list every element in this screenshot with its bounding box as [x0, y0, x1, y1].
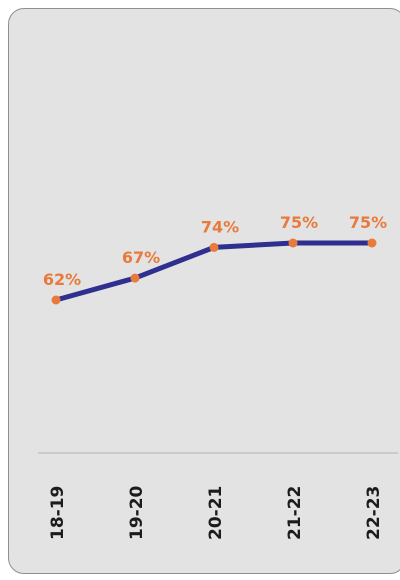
- data-labels-group: 62% 67% 74% 75% 75%: [43, 213, 387, 289]
- data-label-20-21: 74%: [201, 217, 239, 236]
- data-point-18-19: [51, 295, 61, 305]
- data-point-20-21: [209, 242, 219, 252]
- markers-group: [51, 238, 377, 305]
- data-label-21-22: 75%: [280, 213, 318, 232]
- x-tick-label-22-23: 22-23: [364, 486, 384, 540]
- tick-labels-group: 18-19 19-20 20-21 21-22 22-23: [48, 485, 384, 540]
- data-label-22-23: 75%: [349, 213, 387, 232]
- data-point-19-20: [130, 273, 140, 283]
- data-label-18-19: 62%: [43, 270, 81, 289]
- x-tick-label-18-19: 18-19: [48, 486, 68, 540]
- data-point-22-23: [367, 238, 377, 248]
- x-tick-label-20-21: 20-21: [206, 486, 226, 540]
- x-tick-label-19-20: 19-20: [127, 485, 147, 540]
- data-point-21-22: [288, 238, 298, 248]
- data-label-19-20: 67%: [122, 248, 160, 267]
- chart-card: [8, 8, 400, 574]
- x-tick-label-21-22: 21-22: [285, 486, 305, 540]
